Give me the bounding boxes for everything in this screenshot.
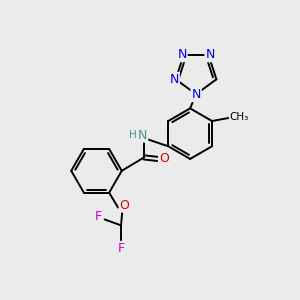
Text: H: H bbox=[129, 130, 136, 140]
Text: N: N bbox=[191, 88, 201, 101]
Text: N: N bbox=[206, 48, 215, 61]
Text: N: N bbox=[177, 48, 187, 61]
Text: N: N bbox=[138, 129, 147, 142]
Text: F: F bbox=[118, 242, 124, 255]
Text: CH₃: CH₃ bbox=[230, 112, 249, 122]
Text: N: N bbox=[169, 73, 179, 86]
Text: O: O bbox=[159, 152, 169, 165]
Text: F: F bbox=[94, 210, 102, 223]
Text: O: O bbox=[120, 199, 130, 212]
